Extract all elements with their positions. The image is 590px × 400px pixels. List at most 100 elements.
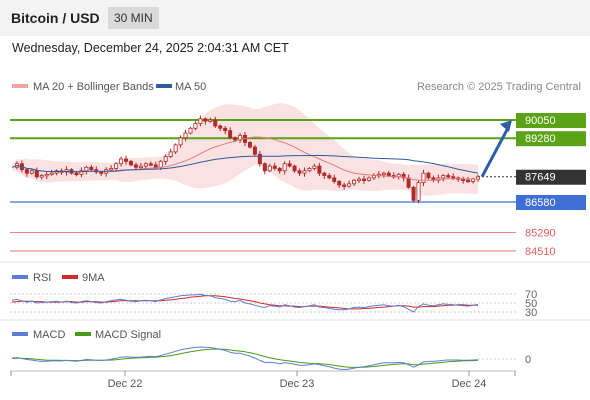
candle-body	[133, 164, 138, 168]
candle-body	[282, 163, 287, 172]
candle-body	[138, 165, 143, 168]
resistance-1-label: 89280	[525, 133, 556, 145]
candle-body	[267, 165, 272, 172]
resistance-1-label-box	[516, 131, 586, 147]
legend-swatch-rsi	[12, 275, 28, 279]
legend-swatch-macd-signal	[75, 332, 91, 336]
candle-body	[262, 163, 267, 172]
forecast-arrow-head	[500, 120, 512, 132]
macd-line	[11, 346, 479, 371]
candle-body	[198, 118, 203, 124]
candle-body	[421, 172, 426, 184]
x-axis-label: Dec 24	[452, 378, 487, 390]
candle-body	[361, 178, 366, 181]
candle-body	[277, 168, 282, 172]
support-1-label-box	[516, 195, 586, 210]
candle-body	[24, 169, 29, 174]
candle-body	[193, 123, 198, 129]
macd-signal-line	[11, 348, 479, 368]
legend-swatch-rsi-ma	[62, 275, 78, 279]
candle-body	[461, 178, 466, 181]
candle-body	[312, 165, 317, 169]
candle-body	[39, 175, 44, 178]
candle-body	[416, 182, 421, 201]
header-bar: Bitcoin / USD 30 MIN	[0, 0, 590, 36]
legend-swatch-macd	[12, 332, 28, 336]
candle-body	[183, 132, 188, 139]
x-axis-label: Dec 22	[108, 378, 143, 390]
candle-body	[366, 177, 371, 181]
legend-label-rsi-ma: 9MA	[82, 272, 105, 284]
candle-body	[109, 168, 114, 171]
candle-body	[223, 127, 228, 132]
watermark-text: Research © 2025 Trading Central	[417, 81, 581, 93]
last-price-label: 87649	[525, 172, 556, 184]
candle-body	[466, 179, 471, 183]
candle-body	[233, 137, 238, 141]
candle-body	[352, 179, 357, 185]
rsi-tick-label: 70	[525, 289, 537, 301]
legend-label-ma20: MA 20 + Bollinger Bands	[33, 81, 154, 93]
candle-body	[153, 164, 158, 168]
candle-body	[89, 166, 94, 171]
candle-body	[357, 178, 362, 181]
forecast-arrow-shaft	[480, 125, 511, 178]
candle-body	[307, 168, 312, 172]
candle-body	[228, 130, 233, 139]
legend-swatch-ma20	[12, 84, 28, 88]
rsi-legend: RSI 9MA	[12, 272, 105, 284]
candle-body	[406, 177, 411, 188]
candle-body	[302, 170, 307, 174]
candle-body	[173, 144, 178, 153]
rsi-tick-label: 50	[525, 298, 537, 310]
candle-body	[347, 183, 352, 187]
candle-body	[426, 172, 431, 179]
candle-body	[143, 163, 148, 167]
legend-label-macd-signal: MACD Signal	[95, 329, 161, 341]
candle-body	[257, 153, 262, 165]
last-price-label-box	[516, 169, 586, 185]
candle-body	[163, 156, 168, 162]
rsi-tick-label: 30	[525, 307, 537, 319]
candle-body	[128, 160, 133, 166]
candle-body	[188, 127, 193, 134]
resistance-2-label: 90050	[525, 115, 556, 127]
candle-body	[84, 166, 89, 172]
candle-body	[124, 158, 129, 162]
interval-badge[interactable]: 30 MIN	[108, 7, 159, 29]
candle-body	[401, 173, 406, 179]
candle-body	[44, 173, 49, 177]
candle-body	[99, 171, 104, 174]
candle-body	[34, 170, 39, 178]
candle-body	[213, 119, 218, 127]
rsi-line	[11, 293, 479, 313]
candle-body	[371, 175, 376, 179]
resistance-2-label-box	[516, 113, 586, 128]
ma50-line	[11, 155, 479, 174]
rsi-ma9-line	[11, 295, 478, 310]
main-legend: MA 20 + Bollinger Bands MA 50	[12, 81, 206, 93]
candle-body	[29, 170, 34, 174]
candle-body	[411, 186, 416, 201]
target-1-label: 85290	[525, 227, 556, 239]
candle-body	[49, 172, 54, 176]
candle-body	[337, 181, 342, 186]
candle-body	[119, 158, 124, 165]
legend-label-macd: MACD	[33, 329, 65, 341]
legend-label-ma50: MA 50	[175, 81, 206, 93]
candle-body	[327, 175, 332, 179]
legend-label-rsi: RSI	[33, 272, 51, 284]
candle-body	[342, 184, 347, 187]
bollinger-band-area	[12, 103, 478, 196]
target-2-label: 84510	[525, 246, 556, 258]
candle-body	[74, 172, 79, 176]
candle-body	[158, 160, 163, 168]
report-datetime: Wednesday, December 24, 2025 2:04:31 AM …	[12, 41, 289, 55]
candle-body	[322, 172, 327, 176]
candle-body	[386, 172, 391, 176]
candle-body	[272, 165, 277, 169]
candle-body	[252, 146, 257, 155]
candle-body	[247, 142, 252, 148]
candle-body	[446, 175, 451, 178]
